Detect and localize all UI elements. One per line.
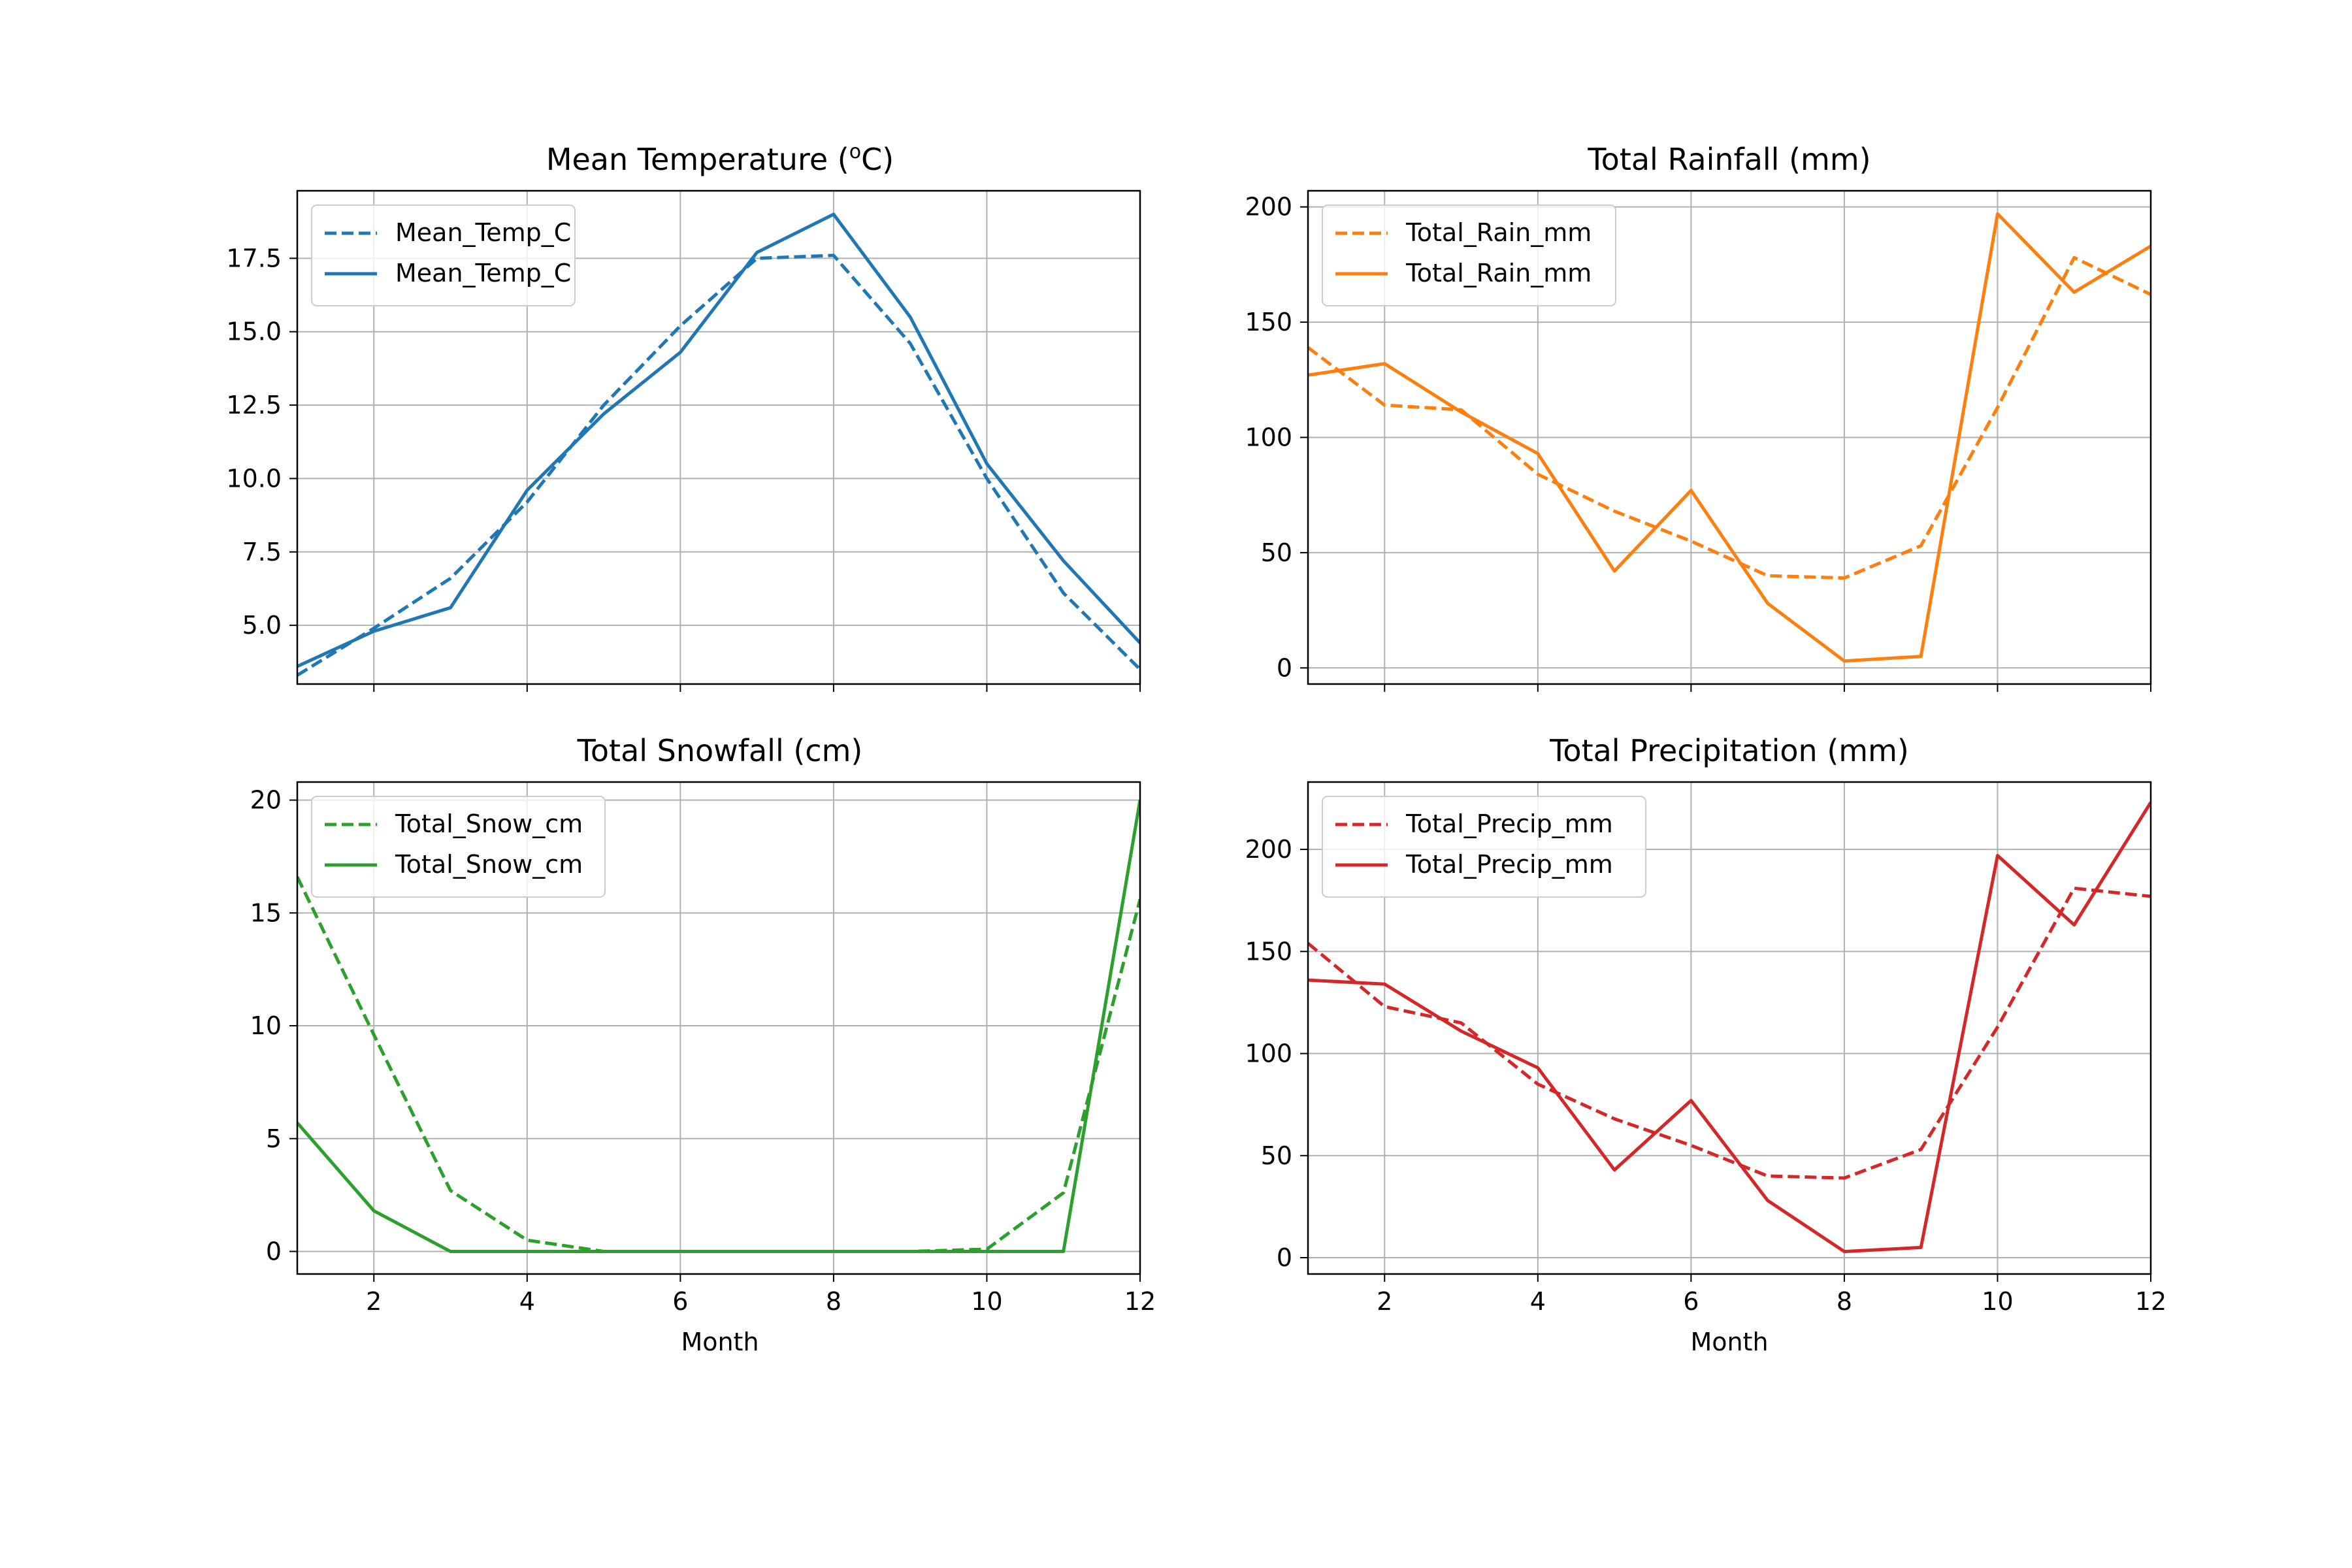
panel-total-snowfall: Total Snowfall (cm) Month 2 4 6 8 10 12 0 5 10 15… <box>250 733 1156 1356</box>
chart-title: Total Rainfall (mm) <box>1587 142 1870 177</box>
x-tick-label: 2 <box>366 1287 382 1316</box>
x-tick-label: 12 <box>2135 1287 2166 1316</box>
series-line-solid <box>1308 801 2151 1254</box>
y-tick-label: 15 <box>250 898 282 927</box>
x-tick-label: 4 <box>519 1287 535 1316</box>
x-tick-label: 2 <box>1377 1287 1392 1316</box>
series-line-solid <box>297 212 1140 668</box>
legend-label: Total_Rain_mm <box>1405 259 1592 287</box>
legend-box <box>1322 796 1646 898</box>
y-tick-label: 150 <box>1245 308 1292 336</box>
x-tick-label: 8 <box>1837 1287 1852 1316</box>
chart-title: Mean Temperature (oC) <box>546 140 894 177</box>
x-tick-label: 10 <box>1982 1287 2013 1316</box>
y-tick-label: 15.0 <box>226 318 282 346</box>
series-line-solid <box>1308 212 2151 663</box>
y-tick-label: 20 <box>250 786 282 815</box>
plot-frame <box>1307 781 2152 1275</box>
y-tick-label: 50 <box>1261 1141 1292 1170</box>
chart-title-superscript: o <box>849 140 861 163</box>
panel-total-rainfall: Total Rainfall (mm) 0 50 100 150 200 Total_Ra… <box>1245 142 2152 692</box>
legend-label: Total_Snow_cm <box>395 850 583 879</box>
x-tick-label: 8 <box>826 1287 841 1316</box>
legend-box <box>311 796 606 898</box>
series-line-solid <box>297 800 1140 1253</box>
chart-title-tail: C) <box>861 142 894 177</box>
y-tick-label: 200 <box>1245 193 1292 221</box>
y-tick-label: 5.0 <box>242 611 282 640</box>
chart-title-main: Mean Temperature ( <box>546 142 849 177</box>
legend-label: Total_Rain_mm <box>1405 218 1592 247</box>
legend-label: Mean_Temp_C <box>395 218 571 247</box>
y-tick-label: 150 <box>1245 937 1292 966</box>
y-tick-label: 7.5 <box>242 538 282 566</box>
y-tick-label: 12.5 <box>226 391 282 419</box>
y-tick-label: 50 <box>1261 538 1292 567</box>
y-tick-label: 17.5 <box>226 244 282 272</box>
y-tick-label: 100 <box>1245 1039 1292 1068</box>
x-axis-label: Month <box>681 1328 759 1356</box>
legend-box <box>1322 204 1616 306</box>
x-axis-label: Month <box>1690 1328 1768 1356</box>
x-tick-label: 10 <box>971 1287 1002 1316</box>
y-tick-label: 5 <box>266 1124 282 1153</box>
x-tick-label: 4 <box>1530 1287 1546 1316</box>
y-tick-label: 100 <box>1245 423 1292 452</box>
plot-frame <box>296 781 1141 1275</box>
legend-box <box>311 204 576 306</box>
x-tick-label: 12 <box>1124 1287 1156 1316</box>
legend-label: Total_Precip_mm <box>1405 809 1613 838</box>
series-line-dashed <box>1308 887 2151 1180</box>
plot-frame <box>296 189 1141 685</box>
y-tick-label: 0 <box>1277 1243 1292 1272</box>
x-tick-label: 6 <box>672 1287 688 1316</box>
y-tick-label: 0 <box>1277 653 1292 682</box>
chart-title: Total Precipitation (mm) <box>1549 733 1909 768</box>
series-line-dashed <box>1308 255 2151 580</box>
chart-title: Total Snowfall (cm) <box>577 733 863 768</box>
y-tick-label: 10.0 <box>226 464 282 493</box>
legend-label: Mean_Temp_C <box>395 259 571 287</box>
panel-mean-temperature: Mean Temperature (oC) 5.0 7.5 10.0 12.5 15.0… <box>226 140 1141 692</box>
y-tick-label: 0 <box>266 1237 282 1266</box>
legend-label: Total_Snow_cm <box>395 809 583 838</box>
y-tick-label: 200 <box>1245 835 1292 864</box>
legend-label: Total_Precip_mm <box>1405 850 1613 879</box>
x-tick-label: 6 <box>1683 1287 1699 1316</box>
y-tick-label: 10 <box>250 1011 282 1040</box>
panel-total-precipitation: Total Precipitation (mm) Month 2 4 6 8 10 12 0… <box>1245 733 2166 1356</box>
